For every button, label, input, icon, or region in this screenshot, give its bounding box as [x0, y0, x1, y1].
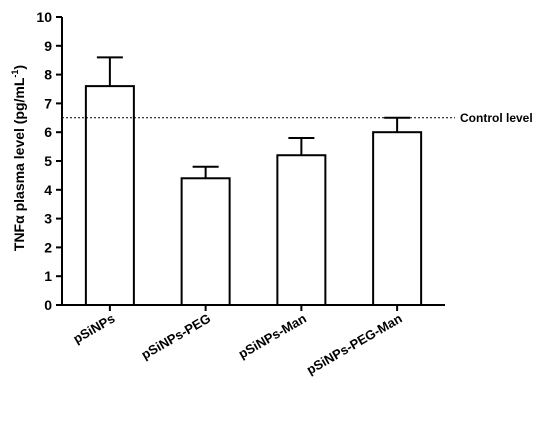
- y-tick-label: 5: [44, 153, 52, 169]
- y-tick-label: 8: [44, 67, 52, 83]
- y-tick-label: 3: [44, 211, 52, 227]
- y-axis-title-close: ): [11, 65, 27, 70]
- x-tick-label: pSiNPs-PEG: [139, 311, 213, 363]
- x-tick-label: pSiNPs-PEG-Man: [304, 311, 405, 378]
- bar: [84, 85, 135, 307]
- y-axis-title: TNFα plasma level (pg/mL-1): [10, 65, 27, 251]
- bar: [372, 131, 423, 306]
- y-tick-label: 0: [44, 297, 52, 313]
- y-tick-label: 9: [44, 38, 52, 54]
- control-level-label: Control level: [460, 111, 533, 125]
- bar: [276, 154, 327, 306]
- y-axis-title-superscript: -1: [10, 70, 20, 78]
- y-tick-label: 4: [44, 182, 52, 198]
- y-tick-label: 7: [44, 95, 52, 111]
- x-tick-label: pSiNPs: [70, 311, 117, 347]
- y-axis-label: TNFα plasma level (pg/mL-1): [10, 65, 27, 251]
- bar: [180, 177, 231, 306]
- y-tick-label: 1: [44, 268, 52, 284]
- y-tick-label: 6: [44, 124, 52, 140]
- y-tick-label: 10: [36, 9, 52, 25]
- x-tick-label: pSiNPs-Man: [236, 311, 309, 362]
- y-axis-title-main: TNFα plasma level (pg/mL: [11, 77, 27, 251]
- y-tick-label: 2: [44, 239, 52, 255]
- plot-area: 0 1 2 3 4 5 6 7 8 9 10 pSiNPs pSiNPs-PEG pSiNPs-ManpS…: [36, 9, 532, 377]
